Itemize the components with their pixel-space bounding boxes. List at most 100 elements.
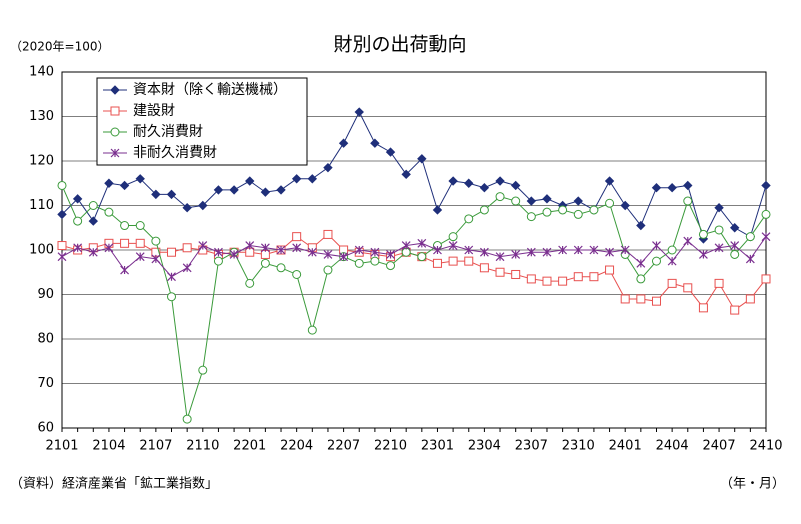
x-tick-label: 2301 — [421, 439, 454, 454]
x-tick-label: 2407 — [703, 439, 736, 454]
x-tick-label: 2110 — [186, 439, 219, 454]
marker — [323, 229, 333, 239]
marker — [698, 303, 708, 313]
marker — [104, 207, 114, 217]
marker — [667, 245, 677, 255]
marker — [745, 254, 755, 264]
marker — [589, 245, 599, 255]
x-tick-label: 2101 — [45, 439, 78, 454]
marker — [573, 245, 583, 255]
x-tick-label: 2104 — [92, 439, 125, 454]
marker — [386, 261, 396, 271]
marker — [542, 207, 552, 217]
marker — [448, 256, 458, 266]
marker — [338, 138, 349, 148]
marker — [104, 178, 114, 188]
marker — [432, 258, 442, 268]
marker — [667, 256, 677, 266]
source: （資料）経済産業省「鉱工業指数」 — [10, 476, 218, 492]
marker — [291, 174, 302, 184]
marker — [526, 274, 536, 284]
x-tick-label: 2201 — [233, 439, 266, 454]
marker — [135, 174, 145, 184]
marker — [417, 154, 427, 164]
marker — [323, 162, 333, 173]
marker — [636, 294, 646, 304]
marker — [573, 196, 583, 206]
marker — [292, 232, 302, 242]
marker — [558, 205, 568, 215]
marker — [110, 85, 120, 95]
marker — [667, 278, 677, 288]
marker — [151, 254, 161, 264]
marker — [198, 365, 208, 375]
marker — [135, 252, 145, 262]
marker — [761, 232, 771, 242]
marker — [182, 203, 192, 213]
marker — [464, 256, 474, 266]
marker — [229, 250, 239, 259]
x-tick-label: 2210 — [374, 439, 407, 454]
marker — [464, 245, 474, 255]
marker — [511, 269, 521, 279]
marker — [745, 294, 755, 304]
marker — [385, 147, 396, 157]
marker — [307, 325, 317, 335]
marker — [110, 106, 120, 116]
marker — [620, 200, 630, 211]
marker — [464, 178, 474, 188]
marker — [448, 241, 458, 250]
x-tick-label: 2204 — [280, 439, 313, 454]
marker — [714, 243, 724, 253]
marker — [683, 196, 693, 206]
y-tick-label: 140 — [29, 65, 54, 80]
marker — [110, 148, 120, 158]
marker — [651, 182, 662, 193]
marker — [589, 272, 599, 282]
marker — [605, 265, 615, 275]
marker — [292, 269, 302, 279]
y-tick-label: 60 — [37, 421, 54, 436]
marker — [386, 250, 395, 259]
marker — [730, 223, 740, 233]
legend-label: 耐久消費財 — [133, 124, 203, 140]
marker — [354, 245, 364, 255]
marker — [651, 296, 661, 306]
marker — [542, 276, 552, 286]
marker — [761, 209, 771, 219]
marker — [73, 216, 83, 226]
marker — [558, 276, 568, 286]
marker — [135, 238, 145, 248]
marker — [213, 185, 224, 195]
marker — [57, 209, 67, 220]
x-tick-label: 2310 — [562, 439, 595, 454]
marker — [88, 247, 98, 257]
series-line — [61, 185, 767, 420]
marker — [135, 221, 145, 231]
marker — [573, 209, 583, 219]
marker — [260, 187, 271, 197]
marker — [370, 138, 380, 148]
marker — [589, 205, 599, 215]
marker — [667, 182, 677, 193]
marker — [573, 272, 583, 282]
marker — [260, 243, 270, 253]
marker — [198, 200, 208, 211]
marker — [323, 250, 333, 259]
marker — [292, 243, 302, 253]
x-tick-label: 2307 — [515, 439, 548, 454]
marker — [120, 221, 130, 231]
marker — [260, 258, 270, 268]
y-tick-label: 120 — [29, 154, 54, 169]
marker — [558, 245, 568, 255]
marker — [526, 212, 536, 222]
marker — [276, 245, 286, 255]
x-tick-label: 2304 — [468, 439, 501, 454]
y-tick-label: 80 — [37, 332, 54, 347]
y-tick-label: 130 — [29, 109, 54, 124]
marker — [167, 247, 177, 257]
marker — [761, 180, 771, 191]
x-tick-label: 2410 — [749, 439, 782, 454]
marker — [464, 214, 474, 224]
marker — [479, 205, 489, 215]
